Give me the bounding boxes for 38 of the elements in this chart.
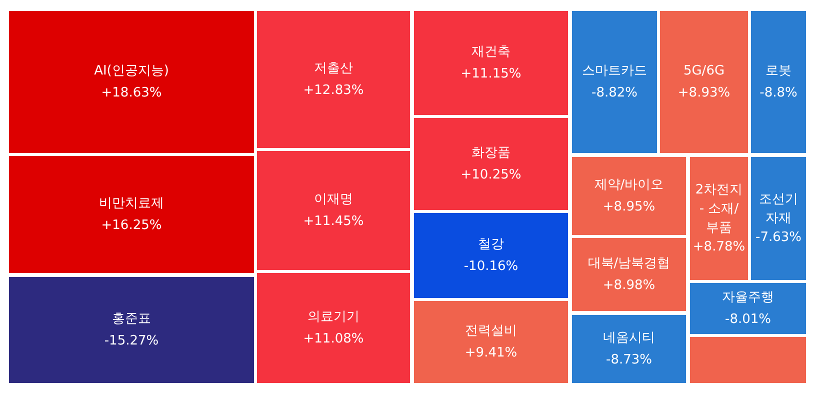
data-label: -15.27% bbox=[104, 334, 159, 348]
category-label: 홍준표 bbox=[112, 312, 151, 326]
category-label: AI(인공지능) bbox=[94, 64, 169, 78]
category-label: 로봇 bbox=[766, 64, 792, 78]
data-label: +11.08% bbox=[303, 332, 364, 346]
category-label: 비만치료제 bbox=[99, 196, 164, 211]
data-label: -10.16% bbox=[464, 259, 518, 274]
category-label: 이재명 bbox=[314, 192, 353, 207]
category-label: 자율주행 bbox=[722, 290, 774, 305]
category-label: 스마트카드 bbox=[582, 64, 647, 78]
category-label: 재건축 bbox=[472, 44, 510, 60]
data-label: -8.01% bbox=[725, 312, 772, 327]
data-label: -8.8% bbox=[760, 86, 798, 100]
data-label: +12.83% bbox=[303, 83, 364, 98]
category-label: 전력설비 bbox=[465, 324, 517, 338]
data-label: +8.98% bbox=[602, 278, 656, 293]
data-label: +18.63% bbox=[101, 86, 162, 100]
category-label: 2차전지 - 소재/ 부품 bbox=[695, 182, 743, 236]
data-label: +8.78% bbox=[692, 240, 746, 254]
category-label: 네옴시티 bbox=[603, 330, 655, 346]
category-label: 5G/6G bbox=[683, 64, 725, 78]
category-label: 저출산 bbox=[314, 61, 353, 76]
data-label: +11.15% bbox=[460, 66, 522, 82]
category-label: 대북/남북경협 bbox=[588, 256, 670, 271]
data-label: +8.95% bbox=[602, 200, 656, 214]
data-label: -8.73% bbox=[606, 352, 652, 368]
data-label: +10.25% bbox=[460, 168, 522, 182]
data-label: +16.25% bbox=[101, 218, 162, 233]
category-label: 철강 bbox=[478, 237, 504, 252]
category-label: 화장품 bbox=[472, 146, 510, 160]
data-label: +11.45% bbox=[303, 214, 364, 229]
data-label: +9.41% bbox=[464, 346, 518, 360]
category-label: 조선기 자재 bbox=[759, 192, 798, 226]
data-label: -7.63% bbox=[756, 230, 802, 245]
category-label: 의료기기 bbox=[308, 310, 360, 324]
category-label: 제약/바이오 bbox=[594, 178, 664, 192]
data-label: +8.93% bbox=[678, 86, 730, 100]
data-label: -8.82% bbox=[592, 86, 638, 100]
